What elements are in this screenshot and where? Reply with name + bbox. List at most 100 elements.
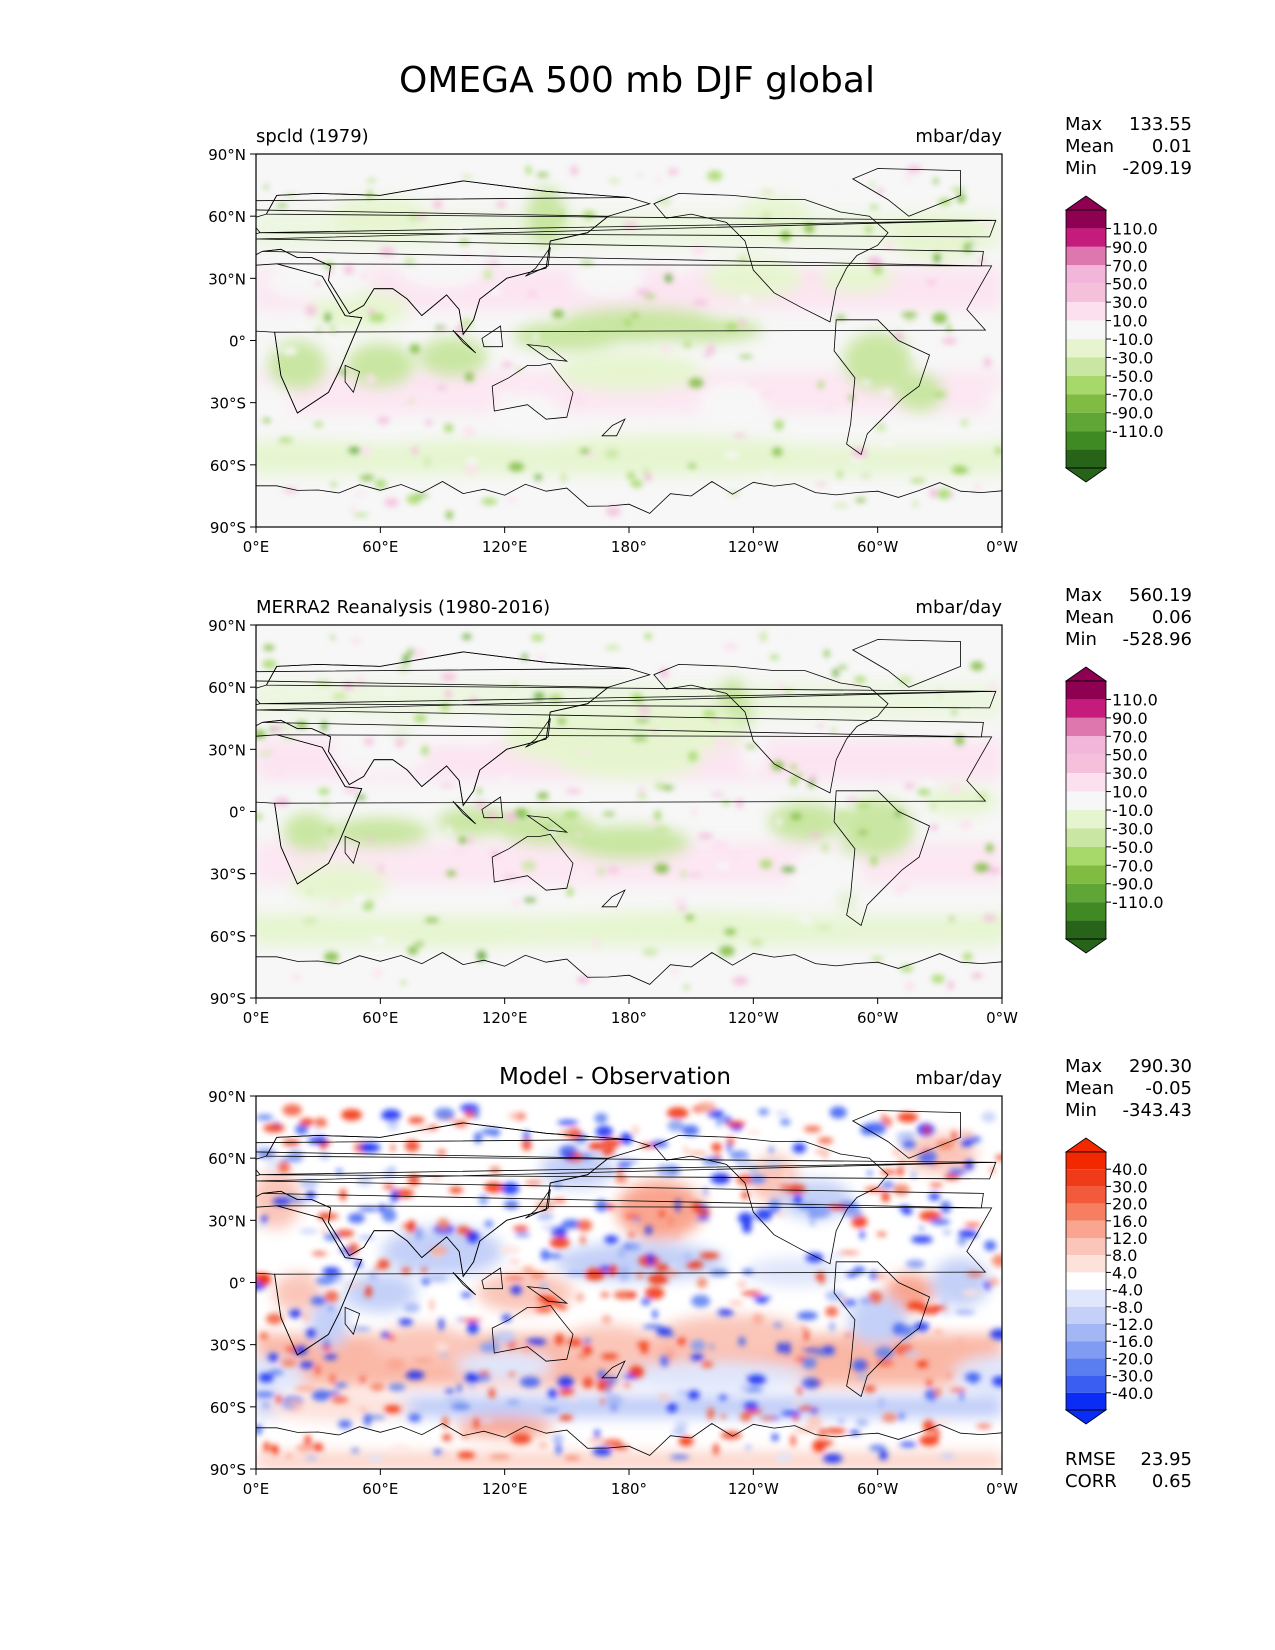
stat-value-max: 290.30 [1129, 1056, 1192, 1077]
xtick-label: 120°E [482, 1009, 528, 1027]
colorbar-swatch [1066, 1324, 1106, 1342]
stat-value-mean: -0.05 [1145, 1078, 1192, 1099]
figure-title: OMEGA 500 mb DJF global [399, 60, 875, 101]
panel-units: mbar/day [915, 597, 1002, 618]
ytick-label: 0° [229, 804, 246, 822]
stat-label-corr: CORR [1065, 1471, 1117, 1492]
colorbar-swatch [1066, 357, 1106, 376]
colorbar-level-label: 110.0 [1112, 219, 1158, 238]
colorbar-level-label: -4.0 [1112, 1281, 1143, 1300]
colorbar-swatch [1066, 1358, 1106, 1376]
ytick-label: 90°S [210, 519, 246, 537]
ytick-label: 60°N [208, 208, 246, 226]
colorbar-swatch [1066, 339, 1106, 358]
colorbar-level-label: -12.0 [1112, 1315, 1153, 1334]
stat-label-max: Max [1065, 585, 1103, 606]
ytick-label: 90°S [210, 990, 246, 1008]
panel-units: mbar/day [915, 126, 1002, 147]
ytick-label: 30°N [208, 270, 246, 288]
stat-value-max: 560.19 [1129, 585, 1192, 606]
stat-label-mean: Mean [1065, 607, 1114, 628]
colorbar-level-label: 30.0 [1112, 293, 1148, 312]
colorbar-level-label: -70.0 [1112, 385, 1153, 404]
colorbar-level-label: 10.0 [1112, 783, 1148, 802]
colorbar-level-label: 4.0 [1112, 1263, 1137, 1282]
colorbar-level-label: -110.0 [1112, 893, 1164, 912]
xtick-label: 60°W [857, 1009, 899, 1027]
colorbar-level-label: 10.0 [1112, 312, 1148, 331]
ytick-label: 60°N [208, 679, 246, 697]
ytick-label: 60°N [208, 1150, 246, 1168]
ytick-label: 30°S [210, 866, 246, 884]
stat-label-min: Min [1065, 1100, 1097, 1121]
colorbar-level-label: 20.0 [1112, 1195, 1148, 1214]
stat-value-min: -209.19 [1123, 158, 1192, 179]
ytick-label: 60°S [210, 928, 246, 946]
stat-value-min: -343.43 [1123, 1100, 1192, 1121]
colorbar-swatch [1066, 449, 1106, 468]
xtick-label: 180° [611, 538, 647, 556]
ytick-label: 90°S [210, 1461, 246, 1479]
colorbar-swatch [1066, 773, 1106, 792]
xtick-label: 60°E [362, 1009, 398, 1027]
colorbar-swatch [1066, 828, 1106, 847]
colorbar-level-label: -16.0 [1112, 1332, 1153, 1351]
xtick-label: 120°E [482, 538, 528, 556]
ytick-label: 30°N [208, 741, 246, 759]
stat-label-max: Max [1065, 114, 1103, 135]
colorbar-swatch [1066, 1306, 1106, 1324]
colorbar-level-label: -50.0 [1112, 367, 1153, 386]
stat-label-min: Min [1065, 629, 1097, 650]
colorbar-level-label: -30.0 [1112, 1367, 1153, 1386]
panel-units: mbar/day [915, 1068, 1002, 1089]
stat-label-mean: Mean [1065, 136, 1114, 157]
ytick-label: 90°N [208, 146, 246, 164]
xtick-label: 0°E [243, 538, 270, 556]
colorbar-swatch [1066, 1375, 1106, 1393]
ytick-label: 60°S [210, 1399, 246, 1417]
colorbar-swatch [1066, 1255, 1106, 1273]
ytick-label: 0° [229, 333, 246, 351]
stat-value-mean: 0.01 [1152, 136, 1192, 157]
panel-middle: MERRA2 Reanalysis (1980-2016) mbar/day 90°… [208, 585, 1192, 1027]
colorbar-swatch [1066, 265, 1106, 284]
colorbar-bottom [1064, 1137, 1108, 1425]
stat-value-max: 133.55 [1129, 114, 1192, 135]
stat-value-mean: 0.06 [1152, 607, 1192, 628]
colorbar-level-label: -30.0 [1112, 819, 1153, 838]
colorbar-level-label: 30.0 [1112, 764, 1148, 783]
colorbar-swatch [1066, 846, 1106, 866]
xtick-label: 120°E [482, 1480, 528, 1498]
xtick-label: 180° [611, 1009, 647, 1027]
colorbar-swatch [1066, 902, 1106, 921]
colorbar-level-label: 70.0 [1112, 727, 1148, 746]
colorbar-swatch [1066, 375, 1106, 395]
ytick-label: 90°N [208, 617, 246, 635]
colorbar-swatch [1066, 883, 1106, 903]
colorbar-level-label: -90.0 [1112, 875, 1153, 894]
xtick-label: 60°W [857, 538, 899, 556]
colorbar-swatch [1066, 681, 1106, 700]
colorbar-level-label: 90.0 [1112, 709, 1148, 728]
colorbar-swatch [1066, 1186, 1106, 1204]
map-field-top [256, 154, 1002, 527]
xtick-label: 180° [611, 1480, 647, 1498]
colorbar-swatch [1066, 302, 1106, 321]
xtick-label: 60°W [857, 1480, 899, 1498]
colorbar-level-label: -40.0 [1112, 1384, 1153, 1403]
xtick-label: 0°W [986, 1009, 1018, 1027]
colorbar-level-label: 50.0 [1112, 746, 1148, 765]
xtick-label: 120°W [728, 538, 779, 556]
xtick-label: 120°W [728, 1480, 779, 1498]
stat-label-max: Max [1065, 1056, 1103, 1077]
colorbar-level-label: -8.0 [1112, 1298, 1143, 1317]
xtick-label: 0°E [243, 1009, 270, 1027]
colorbar-level-label: 30.0 [1112, 1177, 1148, 1196]
colorbar-swatch [1066, 1238, 1106, 1256]
colorbar-level-label: 12.0 [1112, 1229, 1148, 1248]
colorbar-swatch [1066, 210, 1106, 229]
stat-label-min: Min [1065, 158, 1097, 179]
ytick-label: 90°N [208, 1088, 246, 1106]
map-field-middle [256, 625, 1002, 998]
colorbar-swatch [1066, 736, 1106, 755]
